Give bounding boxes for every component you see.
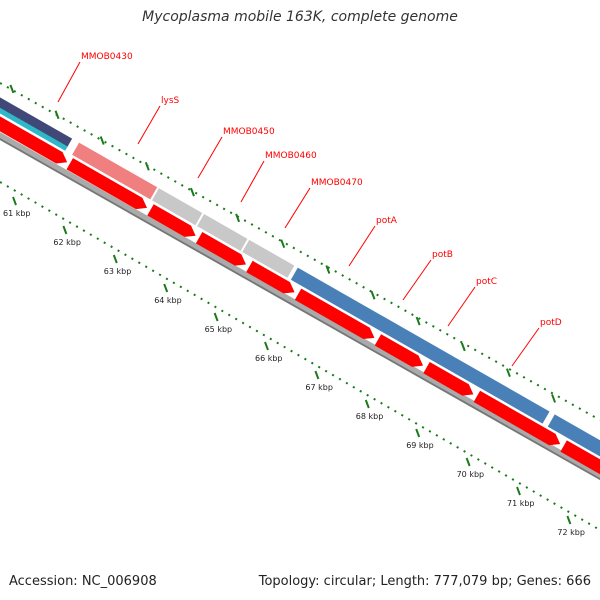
major-tick [325, 265, 331, 274]
cds-arrow-9[interactable] [473, 390, 561, 446]
feature-band-navy[interactable] [0, 89, 73, 148]
cds-arrow-7[interactable] [374, 334, 424, 367]
kbp-label: 63 kbp [104, 267, 132, 276]
gene-label-potc[interactable]: potC [476, 277, 497, 287]
kbp-label: 61 kbp [3, 209, 31, 218]
major-tick [415, 316, 421, 326]
kbp-label: 70 kbp [457, 470, 485, 479]
gene-leader-line [284, 187, 311, 229]
kbp-tick [112, 254, 118, 264]
kbp-label: 64 kbp [154, 296, 182, 305]
outer-tick-track [0, 82, 600, 421]
cds-arrow-3[interactable] [147, 204, 196, 237]
major-tick [235, 213, 241, 223]
feature-band-teal[interactable] [0, 97, 68, 151]
major-tick [144, 161, 150, 171]
kbp-tick [314, 370, 320, 380]
gene-label-mmob0470[interactable]: MMOB0470 [311, 178, 363, 188]
kbp-tick [213, 312, 219, 322]
kbp-tick [163, 283, 169, 293]
gene-leader-line [137, 105, 161, 145]
gene-leader-line [402, 259, 432, 301]
gene-label-mmob0430[interactable]: MMOB0430 [81, 52, 133, 62]
kbp-tick [516, 486, 521, 496]
inner-tick-track [0, 181, 600, 531]
kbp-label: 65 kbp [205, 325, 233, 334]
kbp-tick [62, 225, 68, 235]
kbp-label: 68 kbp [356, 412, 384, 421]
backbone-outer [0, 132, 600, 478]
feature-band-grey-3[interactable] [242, 239, 295, 278]
kbp-tick [364, 399, 370, 409]
major-tick [460, 342, 466, 352]
gene-leader-line [511, 327, 540, 367]
gene-label-mmob0450[interactable]: MMOB0450 [223, 127, 275, 137]
major-tick [190, 187, 195, 197]
kbp-label: 69 kbp [406, 441, 434, 450]
major-tick [551, 394, 556, 403]
cds-arrow-4[interactable] [195, 232, 246, 266]
genome-summary: Topology: circular; Length: 777,079 bp; … [258, 574, 591, 589]
gene-label-potb[interactable]: potB [432, 250, 453, 260]
feature-band-blue-2[interactable] [547, 414, 600, 457]
kbp-label: 71 kbp [507, 499, 535, 508]
kbp-label: 72 kbp [557, 528, 585, 537]
major-tick [54, 110, 60, 120]
kbp-tick [566, 515, 572, 525]
gene-label-lyss[interactable]: lysS [161, 96, 180, 106]
feature-band-pink[interactable] [72, 142, 158, 200]
major-tick [9, 84, 15, 94]
accession-text: Accession: NC_006908 [9, 574, 157, 589]
kbp-label: 67 kbp [305, 383, 333, 392]
kbp-tick [264, 341, 269, 351]
gene-leader-line [197, 136, 223, 179]
kbp-tick [12, 196, 17, 206]
cds-arrow-5[interactable] [246, 260, 295, 294]
gene-label-mmob0460[interactable]: MMOB0460 [265, 151, 317, 161]
cds-arrow-1[interactable] [0, 108, 68, 164]
kbp-tick [465, 457, 471, 467]
cds-arrow-6[interactable] [294, 288, 375, 340]
gene-leader-line [240, 160, 265, 203]
backbone-inner [0, 137, 600, 481]
feature-band-grey-2[interactable] [197, 214, 248, 251]
map-title: Mycoplasma mobile 163K, complete genome [142, 9, 458, 25]
gene-leader-line [348, 225, 376, 267]
gene-label-pota[interactable]: potA [376, 216, 398, 226]
gene-label-potd[interactable]: potD [540, 318, 562, 328]
kbp-tick [415, 428, 421, 438]
gene-leader-line [447, 286, 476, 327]
cds-arrow-8[interactable] [423, 361, 474, 396]
major-tick [505, 368, 511, 378]
feature-band-blue-1[interactable] [290, 267, 550, 424]
kbp-label: 62 kbp [53, 238, 81, 247]
gene-leader-line [57, 61, 81, 103]
feature-band-grey-1[interactable] [151, 188, 203, 226]
major-tick [99, 136, 105, 145]
major-tick [280, 239, 286, 249]
cds-arrow-10[interactable] [560, 440, 600, 487]
cds-arrow-2[interactable] [66, 158, 148, 210]
kbp-label: 66 kbp [255, 354, 283, 363]
major-tick [370, 290, 376, 300]
